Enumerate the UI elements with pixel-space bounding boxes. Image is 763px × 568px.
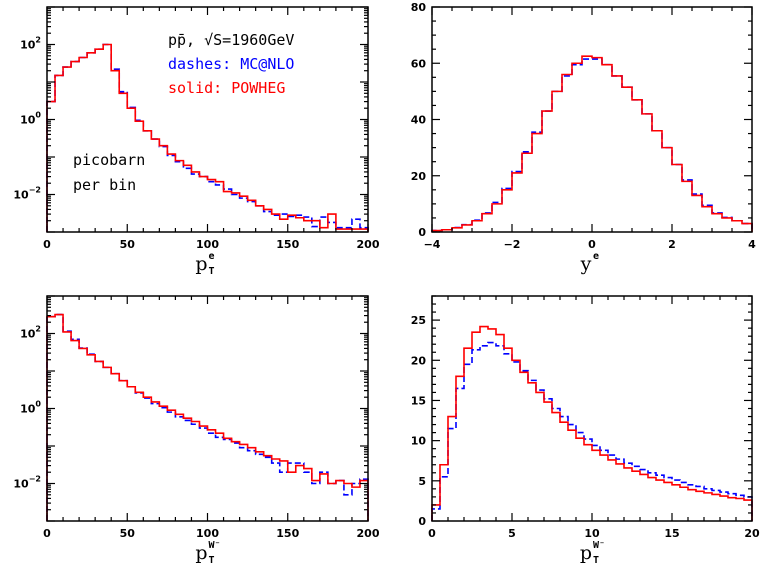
x-tick-label: −4 [424,238,441,251]
unit-label-line1: picobarn [73,151,145,169]
x-tick-label: 0 [43,527,51,540]
x-tick-label: 5 [508,527,516,540]
y-tick-base: 10 [20,39,36,52]
y-tick-base: 10 [20,328,36,341]
legend-powheg: solid: POWHEG [168,79,285,97]
y-tick-label: 80 [411,1,427,14]
series-powheg-histogram [431,55,753,232]
legend-mcatnlo: dashes: MC@NLO [168,55,294,73]
y-tick-label: 5 [418,475,426,488]
y-tick-label: 0 [418,515,426,528]
y-tick-label: 0 [418,226,426,239]
x-tick-label: 200 [357,238,380,251]
x-axis-label-base: p [580,542,592,564]
x-tick-label: 2 [668,238,676,251]
y-tick-base: 0 [418,515,426,528]
x-axis-label-base: p [195,253,207,275]
y-tick-exponent: 0 [35,111,41,120]
y-tick-label: 10 [411,435,427,448]
series-mcnlo-histogram [46,313,369,521]
x-tick-label: 15 [664,527,679,540]
x-tick-label: 50 [120,527,136,540]
x-axis-label-subscript: T [209,555,215,566]
y-tick-exponent: 2 [35,325,41,334]
y-tick-base: 0 [418,226,426,239]
x-axis-label-superscript: W⁻ [593,540,605,551]
y-tick-label: 60 [411,57,427,70]
x-tick-label: 50 [120,238,136,251]
y-tick-label: 20 [411,170,427,183]
y-tick-label: 100 [20,111,41,127]
y-tick-base: 20 [411,170,427,183]
x-axis-label: p T W⁻ [195,540,220,566]
x-tick-label: 100 [196,527,219,540]
x-tick-label: 0 [43,238,51,251]
y-tick-base: 5 [418,475,426,488]
x-tick-label: 150 [276,527,299,540]
series-powheg-histogram [46,313,369,521]
x-tick-label: 150 [276,238,299,251]
y-tick-base: 10 [13,478,29,491]
x-axis-label: p Te [195,251,214,277]
y-tick-base: 20 [411,354,427,367]
x-axis-label-superscript: W⁻ [209,540,221,551]
collider-label: pp̄, √S=1960GeV [168,31,294,49]
y-tick-label: 10−2 [13,475,41,491]
y-tick-exponent: −2 [29,186,41,195]
series-mcnlo-histogram [431,341,753,521]
y-tick-label: 102 [20,36,41,52]
x-tick-label: −2 [504,238,521,251]
y-tick-label: 102 [20,325,41,341]
plot-frame [46,295,369,522]
x-tick-label: 4 [748,238,756,251]
y-tick-base: 80 [411,1,427,14]
y-tick-base: 10 [411,435,427,448]
y-tick-base: 60 [411,57,427,70]
x-axis-label-base: p [195,542,207,564]
y-tick-label: 20 [411,354,427,367]
y-tick-base: 15 [411,394,426,407]
y-tick-label: 10−2 [13,186,41,202]
y-tick-base: 10 [13,189,29,202]
plot-frame [431,6,753,233]
x-axis-label-superscript: e [593,251,599,262]
y-tick-base: 40 [411,114,427,127]
x-tick-label: 0 [588,238,596,251]
x-axis-label: p T W⁻ [580,540,605,566]
legend: pp̄, √S=1960GeV dashes: MC@NLO solid: POWH… [73,31,294,194]
panel-4: 0 5 10 15 20 0 5 10 15 20 25 p T W⁻ [411,295,760,566]
x-axis-label-superscript: e [209,251,215,262]
x-axis-label-base: y [580,253,592,275]
x-axis-label-subscript: T [593,555,599,566]
y-tick-label: 40 [411,114,427,127]
y-tick-exponent: 2 [35,36,41,45]
y-tick-label: 15 [411,394,426,407]
series-powheg-histogram [46,43,369,232]
x-tick-label: 100 [196,238,219,251]
y-tick-exponent: −2 [29,475,41,484]
unit-label-line2: per bin [73,176,136,194]
y-tick-exponent: 0 [35,400,41,409]
x-tick-label: 20 [744,527,760,540]
series-powheg-histogram [431,325,753,521]
x-tick-label: 10 [584,527,600,540]
x-tick-label: 0 [428,527,436,540]
y-tick-base: 10 [20,114,36,127]
y-tick-base: 10 [20,403,36,416]
y-tick-base: 25 [411,314,426,327]
y-tick-label: 100 [20,400,41,416]
x-axis-label-subscript: T [209,266,215,277]
y-tick-label: 25 [411,314,426,327]
x-tick-label: 200 [357,527,380,540]
